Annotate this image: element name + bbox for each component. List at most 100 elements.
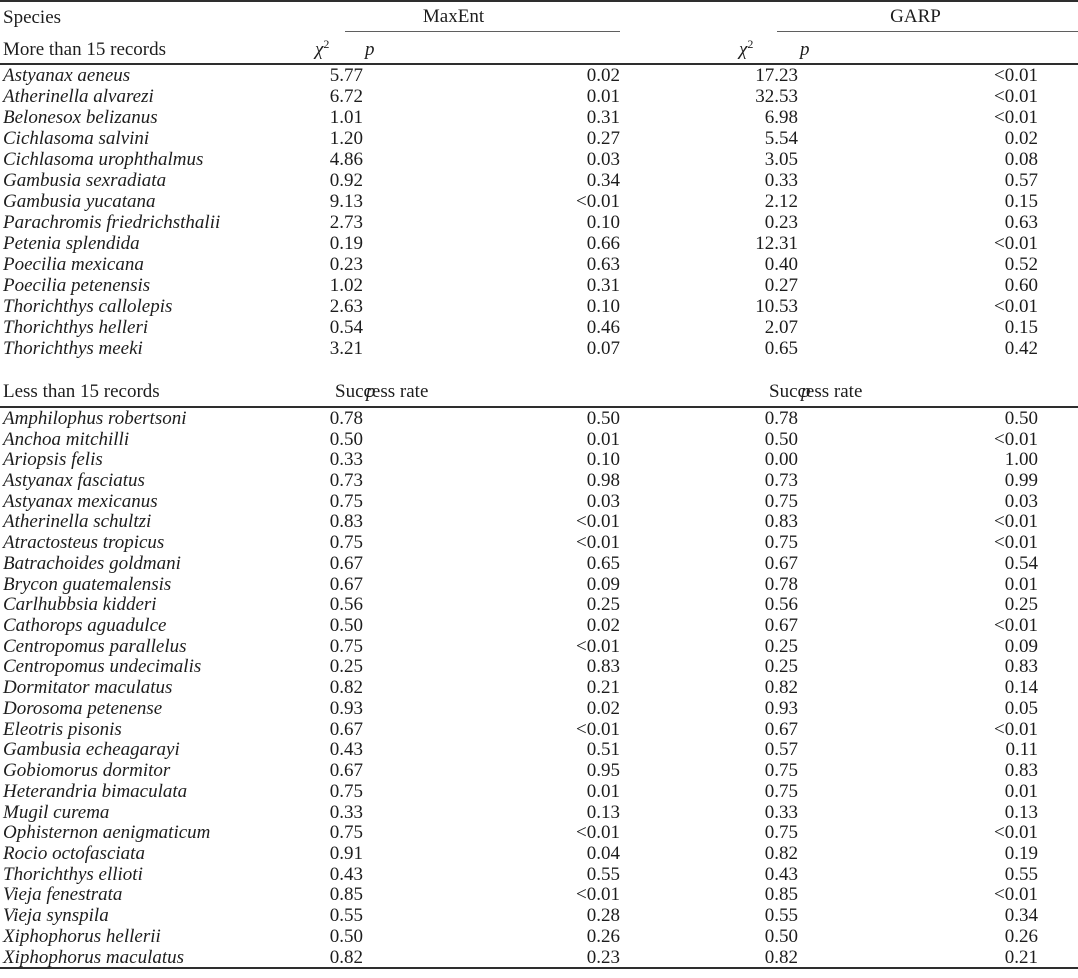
maxent-p-value: 0.26 [586,925,620,947]
section1-header-row: More than 15 records χ2 p χ2 p [0,32,1078,65]
maxent-p-value: 0.13 [586,801,620,823]
maxent-stat-value: 0.92 [329,170,363,191]
species-name: Atherinella alvarezi [3,86,154,107]
species-name: Mugil curema [3,801,110,823]
garp-p-value: 0.15 [1004,191,1038,212]
garp-stat-value: 0.75 [764,780,798,802]
species-name: Atherinella schultzi [3,511,152,533]
species-name: Ophisternon aenigmaticum [3,822,211,844]
species-name: Poecilia petenensis [3,275,151,296]
garp-p-value: <0.01 [994,86,1038,107]
maxent-p-value: 0.02 [586,615,620,637]
maxent-stat-value: 0.82 [329,946,363,968]
garp-stat-value: 0.75 [764,490,798,512]
maxent-p-value: 0.31 [586,275,620,296]
species-name: Thorichthys ellioti [3,863,143,885]
table-row: Xiphophorus hellerii 0.50 0.26 0.50 0.26 [0,926,1078,947]
maxent-stat-value: 0.50 [329,428,363,450]
group-header-garp: GARP [739,1,1078,32]
species-name: Batrachoides goldmani [3,552,181,574]
species-name: Astyanax aeneus [3,65,131,86]
maxent-group-label: MaxEnt [422,6,485,27]
maxent-stat-value: 0.67 [329,718,363,740]
chi-symbol: χ [315,39,324,60]
garp-stat-value: 0.23 [764,212,798,233]
maxent-p-value: 0.09 [586,573,620,595]
garp-stat-value: 0.55 [764,905,798,927]
garp-stat-value: 0.67 [764,615,798,637]
species-name: Xiphophorus hellerii [3,925,161,947]
species-name: Thorichthys helleri [3,317,149,338]
garp-stat-value: 0.67 [764,552,798,574]
garp-p-value: 0.13 [1004,801,1038,823]
section1-label: More than 15 records [0,32,315,65]
maxent-stat-value: 1.02 [329,275,363,296]
maxent-p-value: 0.98 [586,470,620,492]
garp-stat-value: 0.43 [764,863,798,885]
garp-stat-value: 0.67 [764,718,798,740]
garp-p-value: <0.01 [994,428,1038,450]
table-row: Thorichthys ellioti 0.43 0.55 0.43 0.55 [0,864,1078,885]
garp-stat-value: 0.82 [764,946,798,968]
table-row: Cichlasoma urophthalmus 4.86 0.03 3.05 0… [0,149,1078,170]
garp-group-rule: GARP [777,2,1078,32]
maxent-stat-value: 0.23 [329,254,363,275]
table-row: Petenia splendida 0.19 0.66 12.31 <0.01 [0,233,1078,254]
garp-stat-value: 3.05 [764,149,798,170]
maxent-p-value: 0.01 [586,780,620,802]
garp-stat-value: 32.53 [755,86,798,107]
table-row: Astyanax fasciatus 0.73 0.98 0.73 0.99 [0,470,1078,491]
table-row: Ophisternon aenigmaticum 0.75 <0.01 0.75… [0,822,1078,843]
garp-p-value: 0.52 [1004,254,1038,275]
garp-stat-value: 2.12 [764,191,798,212]
maxent-stat-value: 0.50 [329,925,363,947]
garp-stat-value: 2.07 [764,317,798,338]
table-row: Thorichthys helleri 0.54 0.46 2.07 0.15 [0,317,1078,338]
maxent-stat-value: 0.54 [329,317,363,338]
species-name: Astyanax fasciatus [3,470,145,492]
maxent-stat-value: 0.75 [329,780,363,802]
table-row: Gambusia sexradiata 0.92 0.34 0.33 0.57 [0,170,1078,191]
table-row: Batrachoides goldmani 0.67 0.65 0.67 0.5… [0,553,1078,574]
garp-stat-value: 0.75 [764,760,798,782]
maxent-p-value: 0.66 [586,233,620,254]
maxent-stat-value: 5.77 [329,65,363,86]
species-name: Parachromis friedrichsthalii [3,212,221,233]
group-header-row: Species MaxEnt GARP [0,1,1078,32]
garp-p-value: 0.03 [1004,490,1038,512]
species-name: Belonesox belizanus [3,107,158,128]
garp-p-value: <0.01 [994,65,1038,86]
table-row: Centropomus parallelus 0.75 <0.01 0.25 0… [0,636,1078,657]
maxent-stat-value: 0.93 [329,697,363,719]
garp-stat-value: 0.65 [764,338,798,359]
table-row: Atherinella alvarezi 6.72 0.01 32.53 <0.… [0,86,1078,107]
section1-rows: Astyanax aeneus 5.77 0.02 17.23 <0.01 At… [0,64,1078,359]
garp-p-value: 0.63 [1004,212,1038,233]
table-row: Parachromis friedrichsthalii 2.73 0.10 0… [0,212,1078,233]
maxent-p-value: 0.03 [586,149,620,170]
maxent-stat-value: 6.72 [329,86,363,107]
garp-p-value: 0.26 [1004,925,1038,947]
garp-p-value: <0.01 [994,615,1038,637]
garp-p-value: 0.14 [1004,677,1038,699]
garp-stat-value: 0.50 [764,925,798,947]
garp-stat-value: 17.23 [755,65,798,86]
garp-stat-value: 5.54 [764,128,798,149]
maxent-p-value: 0.10 [586,296,620,317]
table-row: Vieja synspila 0.55 0.28 0.55 0.34 [0,905,1078,926]
garp-p-value: <0.01 [994,233,1038,254]
garp-stat-value: 0.56 [764,594,798,616]
maxent-stat-value: 0.75 [329,822,363,844]
table-row: Amphilophus robertsoni 0.78 0.50 0.78 0.… [0,407,1078,429]
maxent-p-value: 0.23 [586,946,620,968]
maxent-p-value: <0.01 [576,884,620,906]
maxent-stat-value: 0.75 [329,490,363,512]
garp-chi-squared-header: χ2 [739,32,800,65]
garp-stat-value: 0.50 [764,428,798,450]
table-row: Cichlasoma salvini 1.20 0.27 5.54 0.02 [0,128,1078,149]
species-name: Dorosoma petenense [3,697,163,719]
garp-stat-value: 0.33 [764,801,798,823]
maxent-p-value: <0.01 [576,635,620,657]
maxent-stat-value: 3.21 [329,338,363,359]
garp-p-value: 0.08 [1004,149,1038,170]
